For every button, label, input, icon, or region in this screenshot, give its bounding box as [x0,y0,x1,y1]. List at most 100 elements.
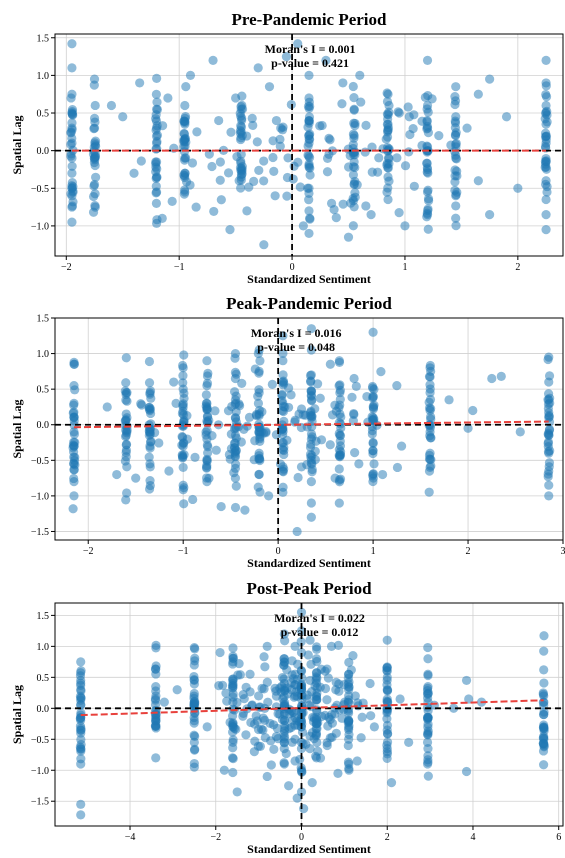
data-point [295,755,304,764]
data-point [336,441,345,450]
data-point [76,692,85,701]
data-point [178,371,187,380]
data-point [462,123,471,132]
data-point [268,380,277,389]
data-point [76,666,85,675]
data-point [317,665,326,674]
data-point [192,127,201,136]
data-point [303,184,312,193]
data-point [516,427,525,436]
data-point [135,78,144,87]
data-point [237,91,246,100]
data-point [350,374,359,383]
data-point [112,470,121,479]
data-point [168,197,177,206]
data-point [338,78,347,87]
data-point [318,121,327,130]
data-point [261,733,270,742]
data-point [122,353,131,362]
data-point [334,679,343,688]
data-point [91,203,100,212]
data-point [216,157,225,166]
data-point [190,699,199,708]
data-point [146,394,155,403]
data-point [203,722,212,731]
data-point [249,177,258,186]
data-point [268,136,277,145]
data-point [182,411,191,420]
data-point [365,679,374,688]
data-point [417,141,426,150]
data-point [152,173,161,182]
y-axis-label: Spatial Lag [10,399,24,458]
data-point [474,90,483,99]
x-tick-label: 2 [515,262,520,273]
data-point [242,206,251,215]
x-tick-label: −2 [61,262,72,273]
x-axis-label: Standardized Sentiment [247,272,371,286]
data-point [332,213,341,222]
data-point [312,645,321,654]
data-point [270,684,279,693]
data-point [253,137,262,146]
data-point [542,81,551,90]
data-point [282,749,291,758]
data-point [232,391,241,400]
data-point [122,488,131,497]
data-point [370,722,379,731]
data-point [178,432,187,441]
data-point [404,738,413,747]
data-point [308,728,317,737]
data-point [366,711,375,720]
data-point [259,652,268,661]
data-point [336,386,345,395]
data-point [308,778,317,787]
data-point [264,491,273,500]
y-tick-label: 1.0 [37,349,50,360]
data-point [228,768,237,777]
data-point [544,491,553,500]
data-point [188,158,197,167]
y-tick-label: 0.5 [37,385,50,396]
x-axis-label: Standardized Sentiment [247,842,371,853]
data-point [427,94,436,103]
data-point [284,781,293,790]
data-point [169,377,178,386]
data-point [346,198,355,207]
data-point [502,112,511,121]
scatter-points [68,324,554,536]
data-point [256,742,265,751]
data-point [305,215,314,224]
data-point [304,650,313,659]
data-point [152,110,161,119]
data-point [220,766,229,775]
data-point [203,369,212,378]
data-point [250,455,259,464]
data-point [452,128,461,137]
p-value-annotation: p-value = 0.421 [271,56,349,70]
data-point [151,753,160,762]
data-point [368,383,377,392]
data-point [404,102,413,111]
data-point [122,428,131,437]
data-point [426,395,435,404]
y-axis-label: Spatial Lag [10,685,24,744]
data-point [513,184,522,193]
data-point [539,678,548,687]
data-point [263,772,272,781]
data-point [304,195,313,204]
data-point [298,728,307,737]
data-point [446,141,455,150]
data-point [401,161,410,170]
data-point [383,636,392,645]
data-point [305,163,314,172]
y-axis-label: Spatial Lag [10,115,24,174]
data-point [222,697,231,706]
data-point [237,437,246,446]
data-point [329,205,338,214]
data-point [179,117,188,126]
data-point [358,713,367,722]
data-point [152,215,161,224]
data-point [325,135,334,144]
data-point [68,201,77,210]
